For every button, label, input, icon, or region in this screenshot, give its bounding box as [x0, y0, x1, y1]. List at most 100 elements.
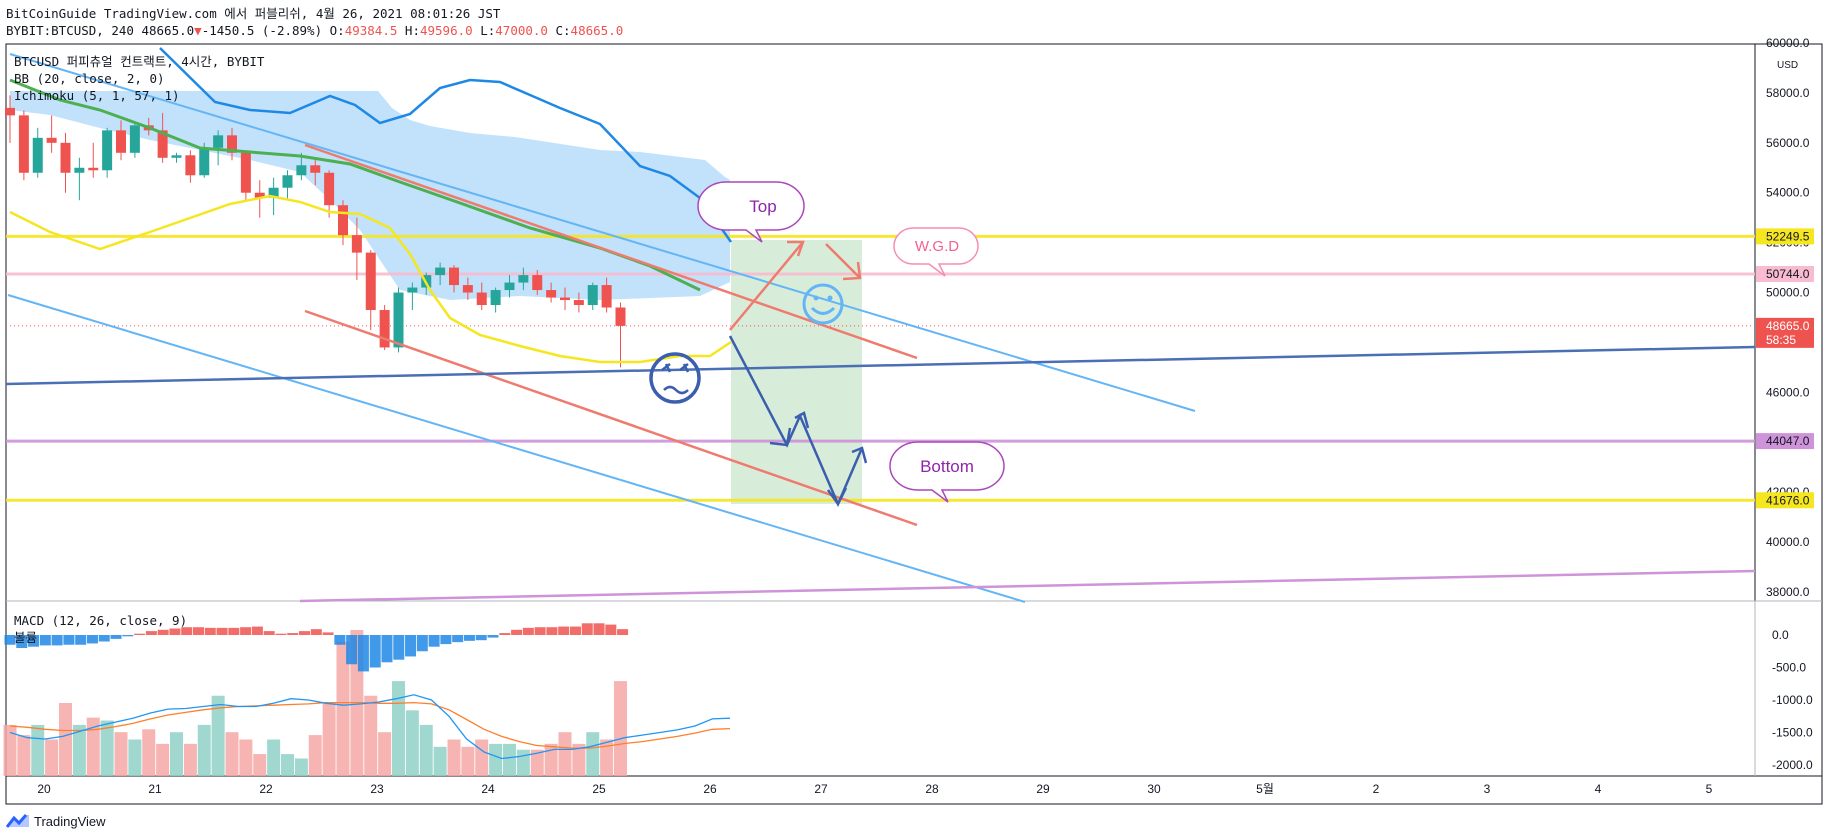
macd-histogram-bar [475, 635, 487, 641]
macd-histogram-bar [16, 635, 28, 648]
candle[interactable] [171, 152, 182, 163]
candle[interactable] [5, 95, 15, 143]
candle[interactable] [532, 270, 543, 296]
candle[interactable] [240, 150, 251, 201]
candle[interactable] [88, 142, 99, 178]
candle[interactable] [116, 120, 126, 161]
volume-bar [239, 739, 253, 776]
candle[interactable] [379, 305, 390, 350]
volume-bar [142, 729, 156, 776]
price-tick-label: 50000.0 [1766, 286, 1810, 300]
red-support-line[interactable] [304, 309, 918, 527]
time-tick-label: 27 [814, 782, 828, 796]
volume-bar [516, 749, 530, 776]
volume-bar [475, 739, 489, 776]
top-callout-label: Top [749, 197, 776, 216]
macd-histogram-bar [275, 633, 287, 635]
chart-area[interactable]: 38000.040000.042000.044000.046000.048000… [0, 0, 1828, 805]
candle[interactable] [310, 157, 321, 186]
candle-body [74, 167, 85, 173]
bottom-callout[interactable]: Bottom [889, 441, 1005, 503]
macd-histogram-bar [405, 635, 417, 657]
channel-lower-line[interactable] [7, 294, 1026, 603]
price-level-badge[interactable] [1756, 433, 1814, 450]
purple-trend-line[interactable] [299, 569, 1756, 603]
candle[interactable] [462, 277, 473, 301]
top-callout[interactable]: Top [697, 181, 805, 243]
candle[interactable] [476, 282, 487, 311]
projection-box[interactable] [731, 240, 862, 504]
volume-bar [31, 724, 45, 776]
rising-trend-line[interactable] [5, 345, 1756, 386]
candle[interactable] [435, 262, 446, 286]
candle[interactable] [365, 250, 376, 330]
candle[interactable] [338, 200, 348, 246]
candle-body [449, 267, 459, 286]
macd-histogram-bar [51, 635, 63, 646]
macd-histogram-bar [546, 627, 558, 635]
candle-body [102, 130, 113, 171]
candle-body [157, 130, 168, 158]
candle[interactable] [74, 157, 85, 201]
volume-bar [156, 743, 170, 776]
macd-histogram-bar [522, 627, 534, 635]
tradingview-brand-label: TradingView [34, 813, 106, 829]
candle[interactable] [518, 267, 529, 291]
candle[interactable] [615, 302, 626, 368]
channel-upper-line[interactable] [9, 53, 1196, 412]
price-level-label: 41676.0 [1766, 493, 1810, 507]
time-tick-label: 29 [1036, 782, 1050, 796]
macd-histogram-bar [287, 633, 299, 635]
volume-bar [530, 749, 544, 776]
top-path-up[interactable] [729, 241, 804, 331]
wgd-callout[interactable]: W.G.D [893, 227, 979, 277]
candle[interactable] [504, 275, 515, 298]
candle[interactable] [560, 287, 570, 311]
candle-body [240, 152, 251, 193]
candle[interactable] [393, 287, 404, 353]
candle[interactable] [601, 277, 612, 313]
price-level-badge[interactable] [1756, 317, 1814, 348]
macd-histogram-bar [75, 635, 87, 645]
candle[interactable] [573, 292, 584, 313]
macd-histogram-bar [428, 635, 440, 647]
volume-bar [114, 732, 128, 776]
price-level-badge[interactable] [1756, 492, 1814, 509]
candle[interactable] [32, 127, 43, 178]
macd-histogram-bar [499, 633, 511, 635]
bottom-arrow-head-2 [794, 411, 810, 429]
candle[interactable] [157, 112, 168, 163]
candle[interactable] [46, 115, 57, 153]
candle[interactable] [587, 282, 598, 311]
candle[interactable] [60, 132, 71, 193]
candle[interactable] [282, 170, 293, 201]
time-tick-label: 3 [1484, 782, 1491, 796]
candle-body [5, 107, 15, 116]
tradingview-brand[interactable]: TradingView [6, 813, 106, 829]
macd-tick-label: -1000.0 [1772, 693, 1813, 707]
candle[interactable] [490, 287, 501, 313]
candle[interactable] [227, 127, 237, 161]
candle-body [268, 187, 279, 198]
candle[interactable] [546, 282, 557, 303]
macd-histogram-bar [440, 635, 452, 645]
price-level-badge[interactable] [1756, 265, 1814, 282]
candle[interactable] [324, 170, 335, 218]
top-path-down[interactable] [825, 243, 861, 279]
price-level-badge[interactable] [1756, 228, 1814, 245]
candle[interactable] [185, 150, 196, 183]
candle-body [587, 285, 598, 306]
candle[interactable] [351, 217, 362, 281]
candle[interactable] [449, 265, 459, 293]
price-tick-label: 56000.0 [1766, 136, 1810, 150]
wgd-callout-label: W.G.D [915, 238, 959, 255]
candle[interactable] [18, 110, 29, 181]
candle-body [365, 252, 376, 311]
candle[interactable] [129, 122, 140, 158]
candle[interactable] [213, 130, 224, 166]
price-level-label: 48665.0 [1766, 319, 1810, 333]
candle[interactable] [102, 127, 113, 178]
volume-bar [128, 739, 142, 776]
candle[interactable] [407, 282, 418, 311]
macd-histogram-bar [145, 631, 157, 635]
